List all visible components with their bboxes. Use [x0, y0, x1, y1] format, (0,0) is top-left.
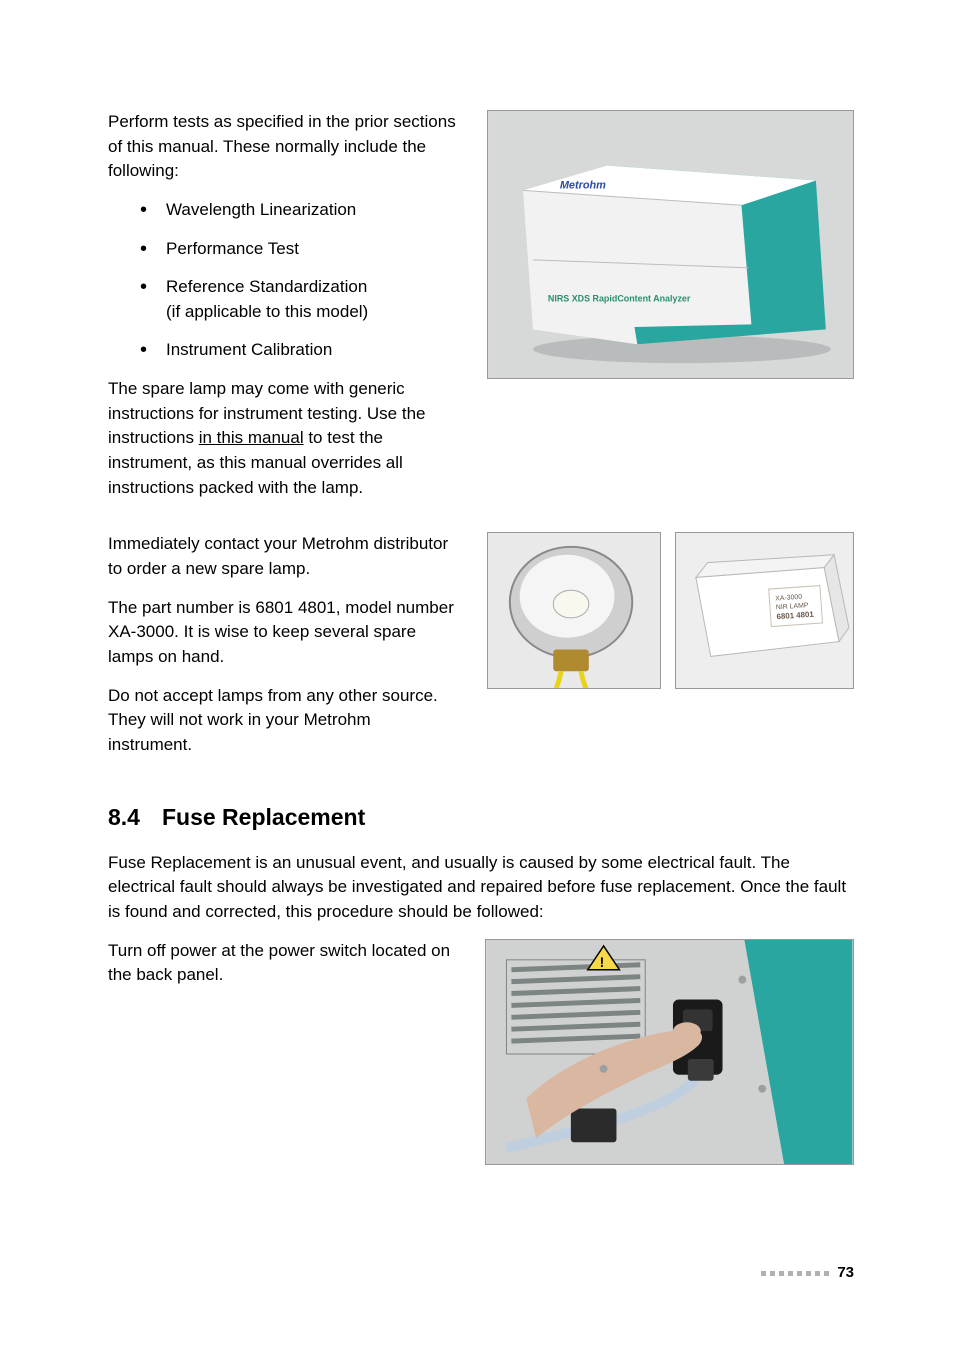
page-footer: 73 [761, 1262, 854, 1284]
svg-text:!: ! [600, 953, 605, 969]
spare-text-column: Immediately contact your Metrohm distrib… [108, 532, 459, 771]
intro-paragraph-2: The spare lamp may come with generic ins… [108, 377, 459, 500]
backpanel-illustration: ! [485, 939, 854, 1165]
bullet-text: Wavelength Linearization [166, 200, 356, 219]
bullet-item: Wavelength Linearization [108, 198, 459, 223]
footer-dots-icon [761, 1271, 829, 1276]
intro-bullet-list: Wavelength Linearization Performance Tes… [108, 198, 459, 363]
instrument-brand-text: Metrohm [560, 179, 606, 191]
spare-paragraph-1: Immediately contact your Metrohm distrib… [108, 532, 459, 581]
backpanel-image-wrap: ! [485, 939, 854, 1165]
spare-paragraph-3: Do not accept lamps from any other sourc… [108, 684, 459, 758]
intro-text-column: Perform tests as specified in the prior … [108, 110, 459, 514]
instrument-illustration: Metrohm NIRS XDS RapidContent Analyzer [487, 110, 854, 379]
intro-paragraph-1: Perform tests as specified in the prior … [108, 110, 459, 184]
bullet-item: Reference Standardization (if applicable… [108, 275, 459, 324]
instrument-image-wrap: Metrohm NIRS XDS RapidContent Analyzer [487, 110, 854, 379]
bullet-item: Performance Test [108, 237, 459, 262]
spare-paragraph-2: The part number is 6801 4801, model numb… [108, 596, 459, 670]
instrument-label-text: NIRS XDS RapidContent Analyzer [548, 294, 691, 304]
bullet-item: Instrument Calibration [108, 338, 459, 363]
block-spare-lamp: Immediately contact your Metrohm distrib… [108, 532, 854, 771]
section-number: 8.4 [108, 801, 140, 834]
page-number: 73 [837, 1262, 854, 1284]
bullet-text: Instrument Calibration [166, 340, 332, 359]
bullet-text: Reference Standardization (if applicable… [166, 277, 368, 321]
bullet-text: Performance Test [166, 239, 299, 258]
backpanel-text-column: Turn off power at the power switch locat… [108, 939, 457, 1002]
section-paragraph-1: Fuse Replacement is an unusual event, an… [108, 851, 854, 925]
lamp-images-wrap: XA-3000 NIR LAMP 6801 4801 [487, 532, 854, 689]
lamp-box-illustration: XA-3000 NIR LAMP 6801 4801 [675, 532, 854, 689]
block-intro: Perform tests as specified in the prior … [108, 110, 854, 514]
intro-p2-underline: in this manual [199, 428, 304, 447]
section-paragraph-2: Turn off power at the power switch locat… [108, 939, 457, 988]
block-backpanel: Turn off power at the power switch locat… [108, 939, 854, 1165]
lamp-illustration [487, 532, 661, 689]
section-title: Fuse Replacement [162, 804, 365, 830]
section-heading: 8.4 Fuse Replacement [108, 801, 854, 834]
